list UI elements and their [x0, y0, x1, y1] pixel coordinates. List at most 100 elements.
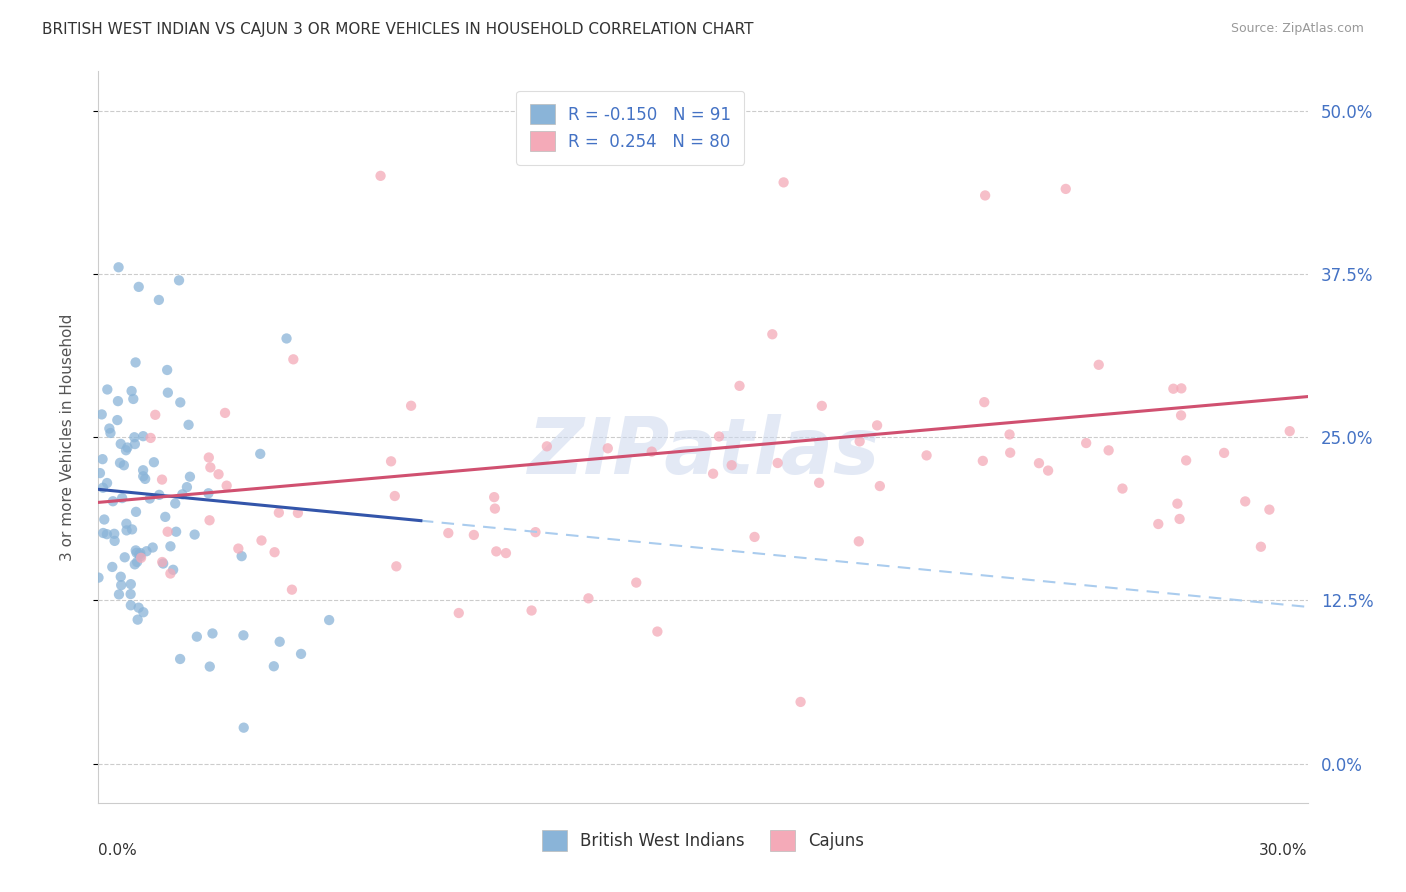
Point [124, 430, 146, 444]
Point [463, 528, 485, 542]
Point [495, 546, 517, 560]
Legend: British West Indians, Cajuns: British West Indians, Cajuns [529, 817, 877, 864]
Point [148, 488, 170, 502]
Point [115, 516, 138, 531]
Point [132, 429, 155, 443]
Point [124, 355, 146, 369]
Point [744, 530, 766, 544]
Point [998, 427, 1021, 442]
Point [150, 555, 173, 569]
Point [148, 293, 170, 307]
Point [107, 394, 129, 409]
Point [128, 548, 150, 562]
Point [283, 352, 305, 367]
Point [231, 549, 253, 563]
Point [132, 605, 155, 619]
Point [91, 481, 114, 495]
Point [110, 578, 132, 592]
Point [198, 513, 221, 527]
Point [96, 527, 118, 541]
Point [200, 460, 222, 475]
Point [132, 463, 155, 477]
Point [1170, 381, 1192, 395]
Point [1175, 453, 1198, 467]
Point [1213, 446, 1236, 460]
Point [281, 582, 304, 597]
Point [728, 379, 751, 393]
Point [207, 467, 229, 482]
Point [128, 600, 150, 615]
Point [176, 480, 198, 494]
Point [121, 384, 143, 398]
Text: ZIPatlas: ZIPatlas [527, 414, 879, 490]
Point [90, 408, 112, 422]
Point [129, 546, 152, 560]
Point [169, 395, 191, 409]
Point [1250, 540, 1272, 554]
Point [122, 392, 145, 406]
Point [198, 659, 221, 673]
Text: 0.0%: 0.0% [98, 843, 138, 858]
Point [707, 429, 730, 443]
Point [142, 455, 165, 469]
Point [287, 506, 309, 520]
Point [249, 447, 271, 461]
Point [998, 446, 1021, 460]
Point [848, 534, 870, 549]
Point [447, 606, 470, 620]
Point [112, 458, 135, 473]
Point [1076, 436, 1098, 450]
Point [761, 327, 783, 342]
Point [156, 524, 179, 539]
Point [1234, 494, 1257, 508]
Point [150, 473, 173, 487]
Point [129, 550, 152, 565]
Point [107, 260, 129, 275]
Point [720, 458, 742, 473]
Point [215, 478, 238, 492]
Point [111, 491, 134, 505]
Point [1166, 497, 1188, 511]
Point [104, 533, 127, 548]
Point [789, 695, 811, 709]
Point [1111, 482, 1133, 496]
Point [124, 558, 146, 572]
Point [536, 439, 558, 453]
Point [1163, 382, 1185, 396]
Point [186, 630, 208, 644]
Point [214, 406, 236, 420]
Point [159, 566, 181, 581]
Point [172, 487, 194, 501]
Point [89, 466, 111, 480]
Point [143, 408, 166, 422]
Point [869, 479, 891, 493]
Point [626, 575, 648, 590]
Point [973, 395, 995, 409]
Point [91, 526, 114, 541]
Point [232, 628, 254, 642]
Point [370, 169, 392, 183]
Point [201, 626, 224, 640]
Point [1170, 409, 1192, 423]
Point [437, 526, 460, 541]
Point [156, 385, 179, 400]
Point [641, 444, 664, 458]
Point [110, 570, 132, 584]
Point [772, 175, 794, 189]
Point [167, 273, 190, 287]
Point [120, 599, 142, 613]
Point [120, 577, 142, 591]
Point [108, 456, 131, 470]
Point [139, 491, 162, 506]
Point [384, 489, 406, 503]
Point [269, 634, 291, 648]
Point [702, 467, 724, 481]
Point [120, 587, 142, 601]
Point [159, 539, 181, 553]
Point [318, 613, 340, 627]
Point [766, 456, 789, 470]
Point [482, 490, 505, 504]
Point [125, 555, 148, 569]
Point [524, 525, 547, 540]
Point [127, 613, 149, 627]
